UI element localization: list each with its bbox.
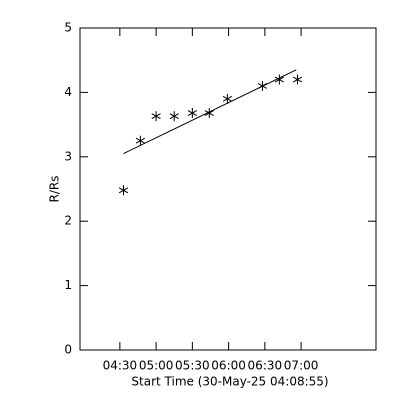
point [222, 93, 232, 104]
y-tick-label: 5 [64, 21, 72, 35]
fit-line [123, 69, 297, 155]
y-tick-label: 2 [64, 214, 72, 228]
y-axis-label: R/Rs [48, 176, 62, 203]
point [292, 74, 303, 85]
point [135, 135, 146, 146]
x-tick-label: 07:00 [284, 359, 319, 373]
point [151, 111, 161, 122]
y-tick-label: 3 [64, 149, 72, 163]
x-tick-label: 04:30 [103, 359, 138, 373]
x-tick-label: 05:30 [175, 359, 210, 373]
point [257, 80, 268, 91]
point [274, 74, 284, 85]
y-tick-label: 1 [64, 278, 72, 292]
x-tick-label: 05:00 [139, 359, 174, 373]
point [204, 108, 214, 119]
y-tick-label: 4 [64, 85, 72, 99]
x-tick-label: 06:00 [211, 359, 246, 373]
plot-frame [79, 27, 377, 351]
point [169, 111, 179, 122]
x-axis-label: Start Time (30-May-25 04:08:55) [131, 375, 328, 389]
point [187, 108, 197, 119]
y-tick-label: 0 [64, 343, 72, 357]
point [118, 185, 129, 196]
x-tick-label: 06:30 [248, 359, 283, 373]
